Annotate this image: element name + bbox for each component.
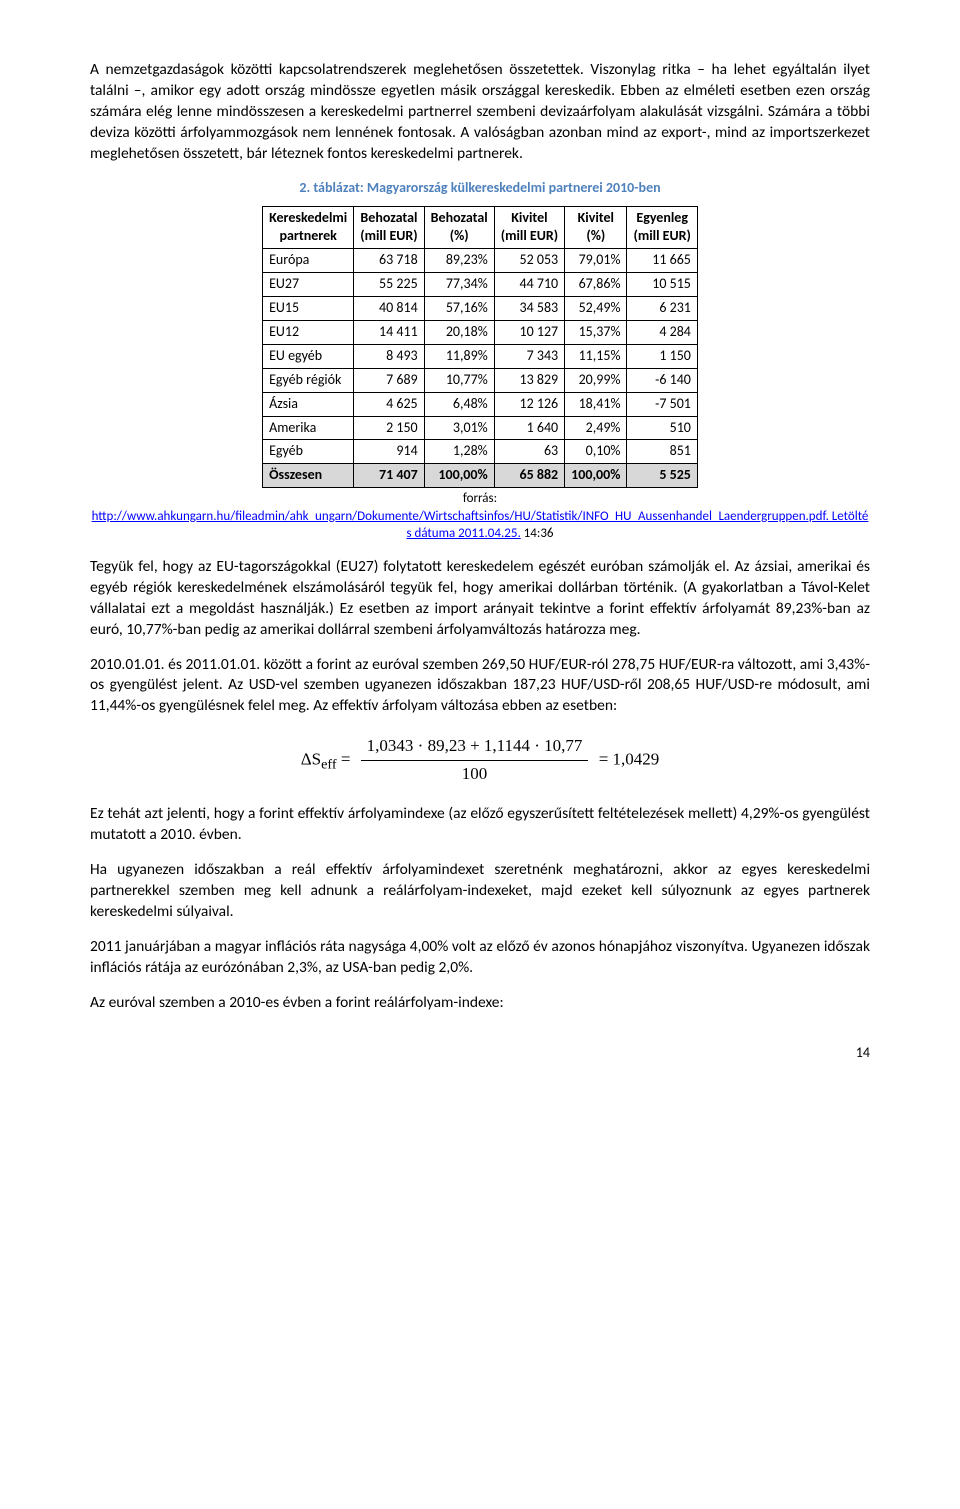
table-header-row: Kereskedelmipartnerek Behozatal(mill EUR… [263, 206, 698, 249]
total-label: Összesen [263, 464, 354, 488]
row-value: 52 053 [494, 249, 564, 273]
row-value: 11,89% [424, 344, 494, 368]
col-import-pct: Behozatal(%) [424, 206, 494, 249]
row-value: 40 814 [354, 297, 424, 321]
row-value: 18,41% [565, 392, 627, 416]
row-value: 4 625 [354, 392, 424, 416]
trade-partners-table: Kereskedelmipartnerek Behozatal(mill EUR… [262, 206, 698, 489]
row-value: 52,49% [565, 297, 627, 321]
table-row: Egyéb régiók7 68910,77%13 82920,99%-6 14… [263, 368, 698, 392]
row-value: -7 501 [627, 392, 697, 416]
col-import-value: Behozatal(mill EUR) [354, 206, 424, 249]
page-number: 14 [90, 1044, 870, 1063]
row-value: 11,15% [565, 344, 627, 368]
intro-paragraph: A nemzetgazdaságok közötti kapcsolatrend… [90, 60, 870, 165]
table-row: Egyéb9141,28%630,10%851 [263, 440, 698, 464]
row-value: 1 150 [627, 344, 697, 368]
total-value: 100,00% [565, 464, 627, 488]
row-label: EU27 [263, 273, 354, 297]
row-value: 77,34% [424, 273, 494, 297]
row-value: 12 126 [494, 392, 564, 416]
col-export-pct: Kivitel(%) [565, 206, 627, 249]
row-value: 14 411 [354, 320, 424, 344]
table-row: EU1540 81457,16%34 58352,49%6 231 [263, 297, 698, 321]
assumption-paragraph: Tegyük fel, hogy az EU-tagországokkal (E… [90, 557, 870, 641]
table-caption: 2. táblázat: Magyarország külkereskedelm… [90, 179, 870, 198]
row-value: 8 493 [354, 344, 424, 368]
row-value: 34 583 [494, 297, 564, 321]
table-row: Európa63 71889,23%52 05379,01%11 665 [263, 249, 698, 273]
row-value: 851 [627, 440, 697, 464]
row-value: 10 127 [494, 320, 564, 344]
row-label: EU egyéb [263, 344, 354, 368]
row-value: 7 343 [494, 344, 564, 368]
table-row: EU2755 22577,34%44 71067,86%10 515 [263, 273, 698, 297]
row-value: 6,48% [424, 392, 494, 416]
row-value: 44 710 [494, 273, 564, 297]
row-value: 914 [354, 440, 424, 464]
total-value: 100,00% [424, 464, 494, 488]
row-value: 63 [494, 440, 564, 464]
row-value: 10 515 [627, 273, 697, 297]
row-label: EU15 [263, 297, 354, 321]
rate-change-paragraph: 2010.01.01. és 2011.01.01. között a fori… [90, 655, 870, 718]
row-value: 67,86% [565, 273, 627, 297]
table-row: EU egyéb8 49311,89%7 34311,15%1 150 [263, 344, 698, 368]
row-label: Ázsia [263, 392, 354, 416]
row-value: 1,28% [424, 440, 494, 464]
effective-rate-formula: ΔSeff = 1,0343 · 89,23 + 1,1144 · 10,77 … [90, 735, 870, 786]
row-label: Egyéb [263, 440, 354, 464]
row-value: 6 231 [627, 297, 697, 321]
real-rate-paragraph: Ha ugyanezen időszakban a reál effektív … [90, 860, 870, 923]
row-value: 15,37% [565, 320, 627, 344]
row-value: 4 284 [627, 320, 697, 344]
row-label: Egyéb régiók [263, 368, 354, 392]
row-value: -6 140 [627, 368, 697, 392]
total-value: 65 882 [494, 464, 564, 488]
row-value: 63 718 [354, 249, 424, 273]
row-value: 11 665 [627, 249, 697, 273]
row-label: Európa [263, 249, 354, 273]
table-row: Amerika2 1503,01%1 6402,49%510 [263, 416, 698, 440]
row-value: 2,49% [565, 416, 627, 440]
row-value: 57,16% [424, 297, 494, 321]
row-value: 1 640 [494, 416, 564, 440]
table-row: EU1214 41120,18%10 12715,37%4 284 [263, 320, 698, 344]
row-value: 2 150 [354, 416, 424, 440]
row-label: EU12 [263, 320, 354, 344]
total-value: 71 407 [354, 464, 424, 488]
row-value: 10,77% [424, 368, 494, 392]
table-source: forrás: http://www.ahkungarn.hu/fileadmi… [90, 490, 870, 543]
row-value: 3,01% [424, 416, 494, 440]
row-value: 7 689 [354, 368, 424, 392]
table-row: Ázsia4 6256,48%12 12618,41%-7 501 [263, 392, 698, 416]
result-paragraph: Ez tehát azt jelenti, hogy a forint effe… [90, 804, 870, 846]
row-value: 20,99% [565, 368, 627, 392]
row-label: Amerika [263, 416, 354, 440]
table-total-row: Összesen71 407100,00%65 882100,00%5 525 [263, 464, 698, 488]
row-value: 20,18% [424, 320, 494, 344]
row-value: 55 225 [354, 273, 424, 297]
col-partners: Kereskedelmipartnerek [263, 206, 354, 249]
euro-real-rate-paragraph: Az euróval szemben a 2010-es évben a for… [90, 993, 870, 1014]
row-value: 13 829 [494, 368, 564, 392]
total-value: 5 525 [627, 464, 697, 488]
col-export-value: Kivitel(mill EUR) [494, 206, 564, 249]
source-link[interactable]: http://www.ahkungarn.hu/fileadmin/ahk_un… [92, 509, 869, 542]
row-value: 0,10% [565, 440, 627, 464]
row-value: 510 [627, 416, 697, 440]
row-value: 79,01% [565, 249, 627, 273]
inflation-paragraph: 2011 januárjában a magyar inflációs ráta… [90, 937, 870, 979]
col-balance: Egyenleg(mill EUR) [627, 206, 697, 249]
row-value: 89,23% [424, 249, 494, 273]
